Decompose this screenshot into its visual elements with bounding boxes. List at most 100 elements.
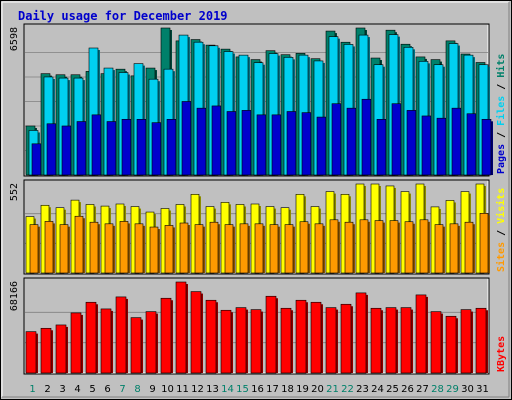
bar-sites-day-8 <box>134 223 145 274</box>
bar-kbytes-day-4 <box>70 312 83 374</box>
bar-kbytes-day-9 <box>145 311 158 374</box>
legend-separator: / <box>496 224 507 242</box>
chart-panels: 6598 Pages / Files / Hits 552 Sites / Visit… <box>9 23 507 375</box>
bar-kbytes-day-16 <box>250 309 263 374</box>
x-axis-labels: 1 2 3 4 5 6 7 8 9 10 11 12 13 14 15 16 17 18 19 20 21 22 23 24 2… <box>29 384 489 395</box>
bar-sites-day-19 <box>299 221 310 274</box>
bar-sites-day-13 <box>209 221 220 274</box>
bar-sites-day-26 <box>404 221 415 274</box>
panel-1: 6598 Pages / Files / Hits <box>9 23 507 177</box>
bar-kbytes-day-5 <box>85 301 98 374</box>
bar-sites-day-18 <box>284 224 295 274</box>
bar-kbytes-day-30 <box>460 309 473 374</box>
y-max-label: 552 <box>9 183 20 201</box>
panel-2: 552 Sites / Visits <box>9 179 507 275</box>
day-label-29: 29 <box>446 384 459 395</box>
bar-sites-day-14 <box>224 224 235 274</box>
bar-kbytes-day-13 <box>205 299 218 374</box>
bar-kbytes-day-27 <box>415 294 428 374</box>
bar-sites-day-21 <box>329 219 340 274</box>
legend-panel-3: KBytes <box>496 336 507 372</box>
bar-kbytes-day-19 <box>295 299 308 374</box>
y-max-label: 6598 <box>9 27 20 51</box>
day-label-8: 8 <box>134 384 140 395</box>
day-label-7: 7 <box>119 384 125 395</box>
day-label-2: 2 <box>44 384 50 395</box>
bar-kbytes-day-14 <box>220 309 233 374</box>
bar-kbytes-day-22 <box>340 303 353 374</box>
bar-sites-day-29 <box>449 223 460 274</box>
legend-pages: Pages <box>496 144 507 174</box>
bar-kbytes-day-20 <box>310 301 323 374</box>
day-label-25: 25 <box>386 384 399 395</box>
day-label-17: 17 <box>266 384 279 395</box>
day-label-15: 15 <box>236 384 249 395</box>
bar-sites-day-1 <box>29 224 40 274</box>
day-label-16: 16 <box>251 384 264 395</box>
day-label-4: 4 <box>74 384 80 395</box>
day-label-11: 11 <box>176 384 189 395</box>
bar-kbytes-day-17 <box>265 295 278 374</box>
bar-kbytes-day-10 <box>160 297 173 374</box>
bar-sites-day-11 <box>179 222 190 274</box>
bar-kbytes-day-31 <box>475 307 488 374</box>
y-max-label: 68166 <box>9 281 20 311</box>
day-label-19: 19 <box>296 384 309 395</box>
day-label-23: 23 <box>356 384 369 395</box>
bar-sites-day-23 <box>359 219 370 274</box>
day-label-6: 6 <box>104 384 110 395</box>
legend-visits: Visits <box>495 188 507 224</box>
bar-kbytes-day-3 <box>55 324 68 374</box>
day-label-28: 28 <box>431 384 444 395</box>
bar-kbytes-day-18 <box>280 307 293 374</box>
bar-kbytes-day-2 <box>40 327 53 374</box>
bar-sites-day-25 <box>389 220 400 274</box>
bar-sites-day-3 <box>59 224 70 274</box>
bar-kbytes-day-25 <box>385 307 398 374</box>
day-label-20: 20 <box>311 384 324 395</box>
bar-sites-day-7 <box>119 221 130 274</box>
bar-sites-day-17 <box>269 224 280 274</box>
bar-sites-day-31 <box>479 213 490 274</box>
legend-kbytes: KBytes <box>496 336 507 372</box>
bar-pages-day-31 <box>481 119 493 176</box>
bar-sites-day-16 <box>254 223 265 274</box>
day-label-27: 27 <box>416 384 429 395</box>
bar-sites-day-15 <box>239 223 250 274</box>
bar-kbytes-day-29 <box>445 315 458 374</box>
bar-sites-day-22 <box>344 221 355 274</box>
day-label-1: 1 <box>29 384 35 395</box>
bar-kbytes-day-28 <box>430 311 443 374</box>
legend-panel-1: Pages / Files / Hits <box>495 54 507 174</box>
legend-hits: Hits <box>495 54 507 78</box>
day-label-24: 24 <box>371 384 384 395</box>
bar-kbytes-day-15 <box>235 307 248 374</box>
bar-sites-day-24 <box>374 220 385 274</box>
bar-sites-day-2 <box>44 221 55 274</box>
bar-kbytes-day-12 <box>190 291 203 374</box>
bar-kbytes-day-21 <box>325 307 338 374</box>
day-label-31: 31 <box>476 384 489 395</box>
day-label-30: 30 <box>461 384 474 395</box>
bar-sites-day-4 <box>74 215 85 274</box>
day-label-5: 5 <box>89 384 95 395</box>
bar-sites-day-6 <box>104 223 115 274</box>
legend-files: Files <box>495 96 507 126</box>
legend-separator: / <box>496 126 507 144</box>
day-label-14: 14 <box>221 384 234 395</box>
day-label-18: 18 <box>281 384 294 395</box>
bar-sites-day-28 <box>434 224 445 274</box>
day-label-13: 13 <box>206 384 219 395</box>
day-label-9: 9 <box>149 384 155 395</box>
bar-sites-day-12 <box>194 224 205 274</box>
day-label-3: 3 <box>59 384 65 395</box>
bar-sites-day-27 <box>419 219 430 274</box>
day-label-21: 21 <box>326 384 339 395</box>
legend-panel-2: Sites / Visits <box>495 188 507 272</box>
day-label-12: 12 <box>191 384 204 395</box>
chart-title: Daily usage for December 2019 <box>18 9 228 23</box>
bar-kbytes-day-23 <box>355 292 368 374</box>
bar-kbytes-day-24 <box>370 307 383 374</box>
day-label-22: 22 <box>341 384 354 395</box>
